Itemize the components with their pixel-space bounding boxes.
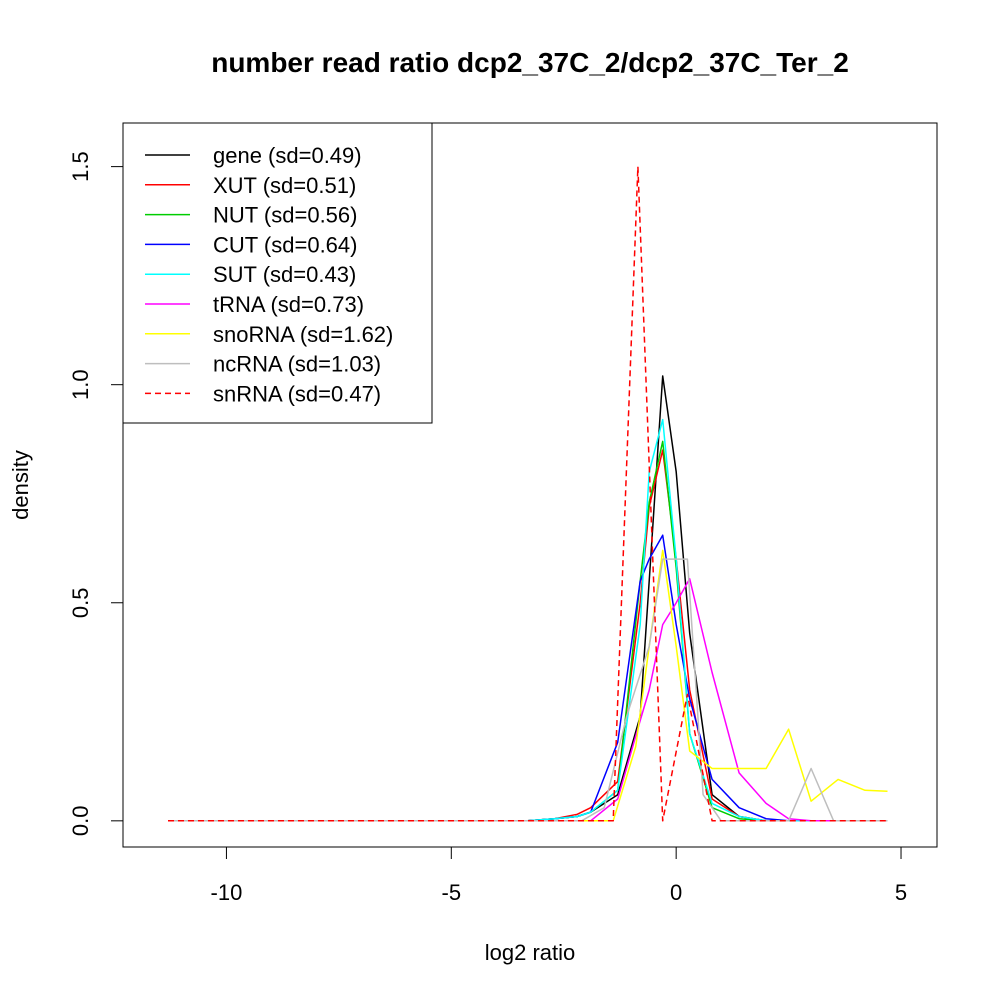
series-line-7 [168,558,888,822]
y-tick-label: 1.5 [68,151,93,182]
legend-label-3: CUT (sd=0.64) [213,232,357,257]
series-line-5 [168,578,888,822]
series-line-6 [168,549,888,822]
y-tick-label: 0.0 [68,806,93,837]
series-line-4 [168,418,888,822]
series-line-8 [168,165,888,822]
legend-label-6: snoRNA (sd=1.62) [213,322,393,347]
legend-label-8: snRNA (sd=0.47) [213,381,381,406]
x-axis-label: log2 ratio [485,940,576,965]
series-line-3 [168,534,888,822]
series-line-0 [168,375,888,822]
series-line-2 [168,440,888,822]
y-axis: 0.0 0.5 1.0 1.5 [68,151,124,837]
x-tick-label: 0 [670,880,682,905]
x-tick-label: -5 [442,880,462,905]
legend-box [122,122,433,424]
y-tick-label: 0.5 [68,588,93,619]
legend-label-1: XUT (sd=0.51) [213,173,356,198]
x-tick-label: -10 [211,880,243,905]
series-line-1 [168,449,888,822]
legend: gene (sd=0.49) XUT (sd=0.51) NUT (sd=0.56)… [122,122,433,424]
legend-label-2: NUT (sd=0.56) [213,203,357,228]
x-axis: -10 -5 0 5 [211,846,907,905]
legend-label-4: SUT (sd=0.43) [213,262,356,287]
legend-label-7: ncRNA (sd=1.03) [213,352,381,377]
chart-title: number read ratio dcp2_37C_2/dcp2_37C_Te… [211,47,849,78]
x-tick-label: 5 [895,880,907,905]
y-tick-label: 1.0 [68,369,93,400]
series-layer [168,165,888,822]
legend-label-0: gene (sd=0.49) [213,143,362,168]
legend-label-5: tRNA (sd=0.73) [213,292,364,317]
y-axis-label: density [8,450,33,520]
